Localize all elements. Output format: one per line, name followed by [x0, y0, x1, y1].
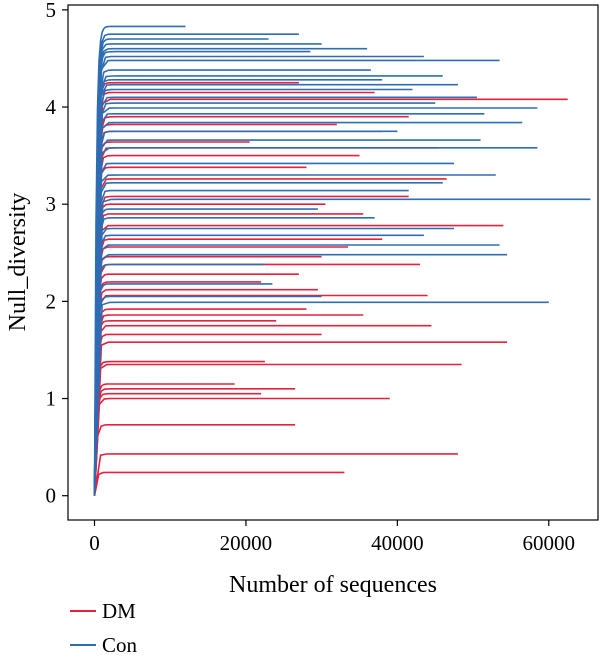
- curve-con-25: [93, 79, 383, 496]
- curve-dm-7: [93, 363, 462, 496]
- x-tick-label: 40000: [371, 531, 424, 555]
- curve-con-1: [93, 295, 322, 496]
- y-tick-label: 4: [46, 95, 57, 119]
- x-tick-label: 20000: [220, 531, 273, 555]
- curve-con-31: [93, 47, 368, 496]
- curve-dm-37: [93, 81, 299, 496]
- curve-dm-19: [93, 263, 421, 496]
- curve-con-5: [93, 244, 500, 496]
- curve-dm-24: [93, 213, 364, 496]
- y-tick-label: 1: [46, 387, 57, 411]
- curve-dm-11: [93, 324, 432, 496]
- legend-label-con: Con: [102, 633, 138, 657]
- curve-con-21: [93, 102, 436, 496]
- curve-con-32: [93, 43, 322, 496]
- curve-dm-10: [93, 333, 322, 496]
- curve-dm-21: [93, 246, 349, 496]
- curve-con-35: [93, 25, 186, 496]
- curve-con-0: [93, 301, 549, 496]
- legend-label-dm: DM: [102, 599, 136, 623]
- curve-dm-16: [93, 288, 318, 496]
- curve-con-28: [93, 59, 500, 496]
- curve-con-13: [93, 174, 496, 496]
- x-axis: 0 20000 40000 60000: [89, 520, 575, 555]
- curve-con-18: [93, 121, 523, 496]
- curve-dm-15: [93, 294, 428, 496]
- curve-con-29: [93, 55, 424, 496]
- curve-dm-29: [93, 154, 360, 496]
- curve-con-7: [93, 227, 455, 496]
- plot-frame: [67, 4, 599, 521]
- curve-dm-17: [93, 281, 262, 496]
- curve-con-27: [93, 69, 371, 496]
- curve-dm-1: [93, 453, 458, 496]
- curve-dm-9: [93, 341, 508, 496]
- curve-dm-31: [93, 141, 250, 496]
- x-tick-label: 60000: [523, 531, 576, 555]
- legend: DM Con: [70, 599, 138, 657]
- curve-con-15: [93, 147, 538, 496]
- curve-dm-35: [93, 98, 568, 496]
- curve-dm-18: [93, 273, 299, 496]
- curve-dm-5: [93, 387, 296, 496]
- curve-dm-28: [93, 166, 307, 496]
- y-tick-label: 3: [46, 192, 57, 216]
- x-axis-label: Number of sequences: [229, 572, 437, 598]
- curve-dm-4: [93, 392, 262, 496]
- curve-con-8: [93, 217, 375, 496]
- curve-con-16: [93, 139, 481, 496]
- x-tick-label: 0: [89, 531, 100, 555]
- curve-dm-32: [93, 130, 383, 496]
- curve-dm-36: [93, 91, 375, 496]
- curve-con-6: [93, 234, 424, 496]
- curve-con-30: [93, 50, 311, 496]
- y-tick-label: 2: [46, 289, 57, 313]
- curve-con-20: [93, 107, 538, 496]
- curve-con-12: [93, 182, 443, 496]
- curve-con-2: [93, 283, 273, 496]
- curve-dm-34: [93, 115, 409, 496]
- curve-dm-27: [93, 178, 447, 496]
- curve-dm-12: [93, 319, 277, 496]
- curve-dm-23: [93, 224, 504, 496]
- curve-dm-8: [93, 360, 265, 496]
- y-tick-label: 0: [46, 484, 57, 508]
- curve-con-24: [93, 83, 458, 496]
- curve-dm-22: [93, 238, 383, 496]
- curve-con-17: [93, 130, 398, 496]
- curve-con-23: [93, 88, 413, 496]
- curve-con-14: [93, 162, 455, 496]
- y-tick-label: 5: [46, 0, 57, 22]
- curve-dm-33: [93, 123, 337, 496]
- curve-dm-0: [93, 471, 345, 496]
- curve-dm-2: [93, 423, 296, 496]
- curve-dm-20: [93, 255, 322, 496]
- curve-con-3: [93, 263, 265, 496]
- curve-con-34: [93, 33, 299, 496]
- curve-dm-26: [93, 195, 409, 496]
- curve-dm-6: [93, 383, 235, 496]
- curves-layer: [93, 25, 591, 496]
- curve-con-4: [93, 253, 508, 496]
- curve-con-19: [93, 113, 485, 496]
- curve-con-10: [93, 198, 591, 496]
- curve-con-11: [93, 189, 409, 496]
- curve-dm-14: [93, 308, 307, 496]
- curve-dm-13: [93, 314, 364, 496]
- curve-con-33: [93, 38, 269, 496]
- curve-con-9: [93, 208, 318, 496]
- curve-dm-25: [93, 203, 326, 496]
- y-axis-label: Null_diversity: [5, 193, 31, 332]
- curve-dm-3: [93, 397, 390, 496]
- curve-con-26: [93, 75, 443, 496]
- curve-con-22: [93, 96, 477, 496]
- y-axis: 0 1 2 3 4 5: [46, 0, 68, 508]
